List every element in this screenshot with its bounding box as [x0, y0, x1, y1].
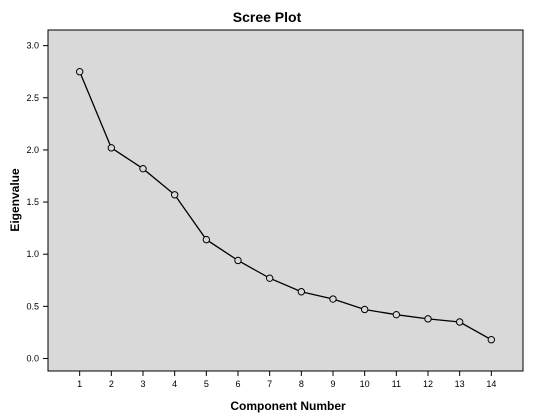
x-tick-label: 12 — [423, 379, 433, 389]
data-point — [297, 288, 306, 296]
y-tick-label: 0.0 — [26, 353, 39, 363]
y-tick-label: 1.5 — [26, 197, 39, 207]
y-axis-label: Eigenvalue — [8, 168, 22, 232]
x-tick-label: 3 — [140, 379, 145, 389]
y-axis: 0.0 0.5 1.0 1.5 2.0 2.5 3.0 — [26, 41, 48, 363]
data-point — [234, 256, 242, 265]
data-point — [360, 305, 369, 314]
data-point — [265, 274, 274, 282]
series-line — [79, 71, 492, 341]
x-axis-label: Component Number — [230, 399, 346, 413]
y-tick-label: 0.5 — [26, 301, 39, 311]
x-tick-label: 4 — [172, 379, 177, 389]
x-tick-label: 1 — [77, 379, 82, 389]
x-tick-label: 7 — [267, 379, 272, 389]
y-tick-label: 2.0 — [26, 145, 39, 155]
data-point — [139, 164, 147, 173]
x-tick-label: 2 — [109, 379, 114, 389]
plot-area — [47, 29, 524, 372]
x-axis: 1 2 3 4 5 6 7 8 9 10 11 12 13 14 — [77, 371, 496, 389]
y-tick-label: 2.5 — [26, 93, 39, 103]
data-point — [75, 68, 84, 76]
data-point — [329, 295, 337, 303]
eigenvalue-series — [75, 68, 496, 344]
x-tick-label: 6 — [235, 379, 240, 389]
data-point — [107, 144, 116, 152]
y-tick-label: 1.0 — [26, 249, 39, 259]
x-tick-label: 5 — [204, 379, 209, 389]
x-tick-label: 14 — [486, 379, 496, 389]
data-point — [392, 310, 401, 319]
data-point — [202, 235, 211, 244]
y-tick-label: 3.0 — [26, 41, 39, 51]
x-tick-label: 11 — [392, 379, 401, 389]
x-tick-label: 8 — [299, 379, 304, 389]
data-point — [170, 191, 179, 199]
x-tick-label: 9 — [330, 379, 335, 389]
data-point — [487, 336, 496, 344]
chart-title: Scree Plot — [233, 9, 302, 25]
data-point — [455, 318, 464, 326]
x-tick-label: 10 — [360, 379, 370, 389]
x-tick-label: 13 — [455, 379, 465, 389]
data-point — [424, 315, 432, 323]
